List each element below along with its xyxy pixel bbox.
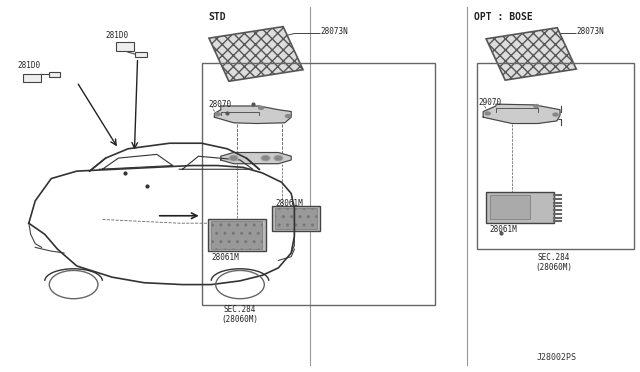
Text: SEC.284
(28060M): SEC.284 (28060M) — [221, 305, 259, 324]
Text: SEC.284
(28060M): SEC.284 (28060M) — [535, 253, 572, 272]
Bar — [49, 72, 60, 77]
Bar — [116, 42, 134, 51]
Bar — [486, 192, 554, 223]
Circle shape — [230, 156, 237, 160]
Text: J28002PS: J28002PS — [537, 353, 577, 362]
Text: 28061M: 28061M — [490, 225, 517, 234]
Bar — [202, 63, 435, 305]
FancyBboxPatch shape — [209, 27, 303, 81]
Circle shape — [262, 156, 269, 160]
Circle shape — [285, 115, 291, 118]
Bar — [272, 206, 320, 231]
Circle shape — [275, 156, 282, 160]
Circle shape — [553, 113, 558, 116]
Bar — [211, 221, 262, 249]
Text: 28070: 28070 — [208, 100, 231, 109]
Text: 28061M: 28061M — [211, 253, 239, 262]
Text: 281D0: 281D0 — [18, 61, 41, 70]
Bar — [486, 192, 554, 223]
Circle shape — [274, 155, 283, 161]
Circle shape — [485, 112, 490, 115]
Circle shape — [261, 155, 270, 161]
Bar — [208, 219, 266, 251]
Text: 281D0: 281D0 — [106, 31, 129, 40]
Bar — [208, 219, 266, 251]
Circle shape — [215, 113, 220, 116]
FancyBboxPatch shape — [486, 28, 576, 80]
Text: 28073N: 28073N — [576, 27, 604, 36]
Bar — [275, 208, 317, 229]
Bar — [272, 206, 320, 231]
Bar — [490, 195, 530, 219]
Text: 29070: 29070 — [479, 98, 502, 107]
Circle shape — [259, 106, 264, 109]
Bar — [23, 74, 41, 82]
Text: OPT : BOSE: OPT : BOSE — [474, 12, 532, 22]
Text: 28073N: 28073N — [320, 27, 348, 36]
Bar — [477, 63, 634, 249]
Polygon shape — [483, 104, 560, 124]
Text: 28061M: 28061M — [275, 199, 303, 208]
Text: STD: STD — [208, 12, 226, 22]
Circle shape — [534, 105, 539, 108]
Polygon shape — [214, 106, 291, 124]
Bar — [135, 52, 147, 58]
Circle shape — [229, 155, 238, 161]
Polygon shape — [221, 153, 291, 164]
